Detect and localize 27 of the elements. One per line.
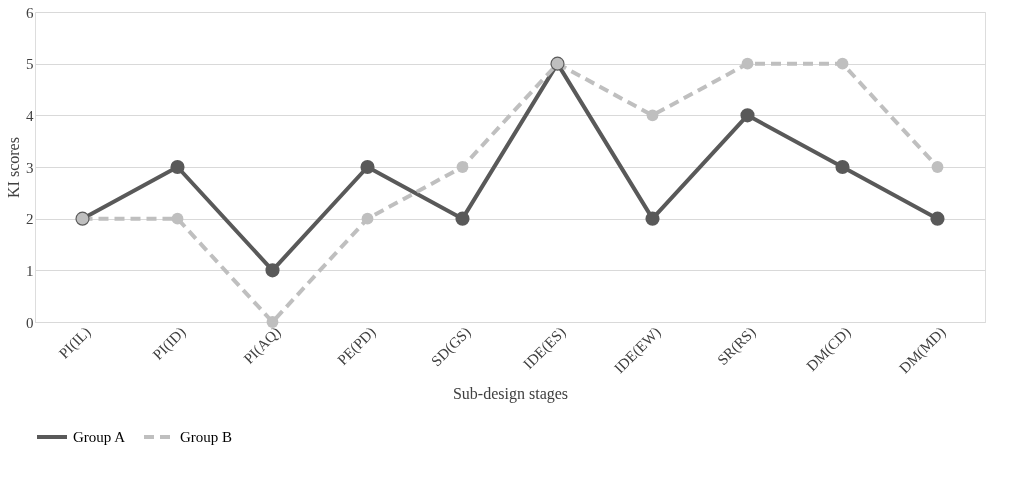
y-tick-label: 1 <box>26 262 34 279</box>
point <box>455 211 470 226</box>
point <box>265 263 280 278</box>
y-tick-label: 4 <box>26 107 34 124</box>
point <box>645 211 660 226</box>
point <box>740 108 755 123</box>
point <box>931 161 944 173</box>
point <box>170 159 185 175</box>
point <box>646 109 659 122</box>
y-tick-label: 2 <box>26 211 34 228</box>
point <box>456 161 469 173</box>
point <box>360 159 375 175</box>
legend-label: Group A <box>73 429 126 445</box>
y-axis-title: KI scores <box>5 137 22 198</box>
point <box>930 211 945 226</box>
x-axis-title: Sub-design stages <box>452 385 569 404</box>
y-tick-label: 6 <box>26 4 34 21</box>
point <box>266 316 279 328</box>
y-tick-label: 5 <box>26 56 34 73</box>
point <box>835 159 850 175</box>
point <box>361 212 374 225</box>
point <box>741 57 754 70</box>
y-tick-label: 0 <box>26 314 34 331</box>
point <box>171 212 184 225</box>
legend-label: Group B <box>180 429 233 445</box>
point <box>836 57 849 70</box>
y-tick-label: 3 <box>26 159 34 176</box>
